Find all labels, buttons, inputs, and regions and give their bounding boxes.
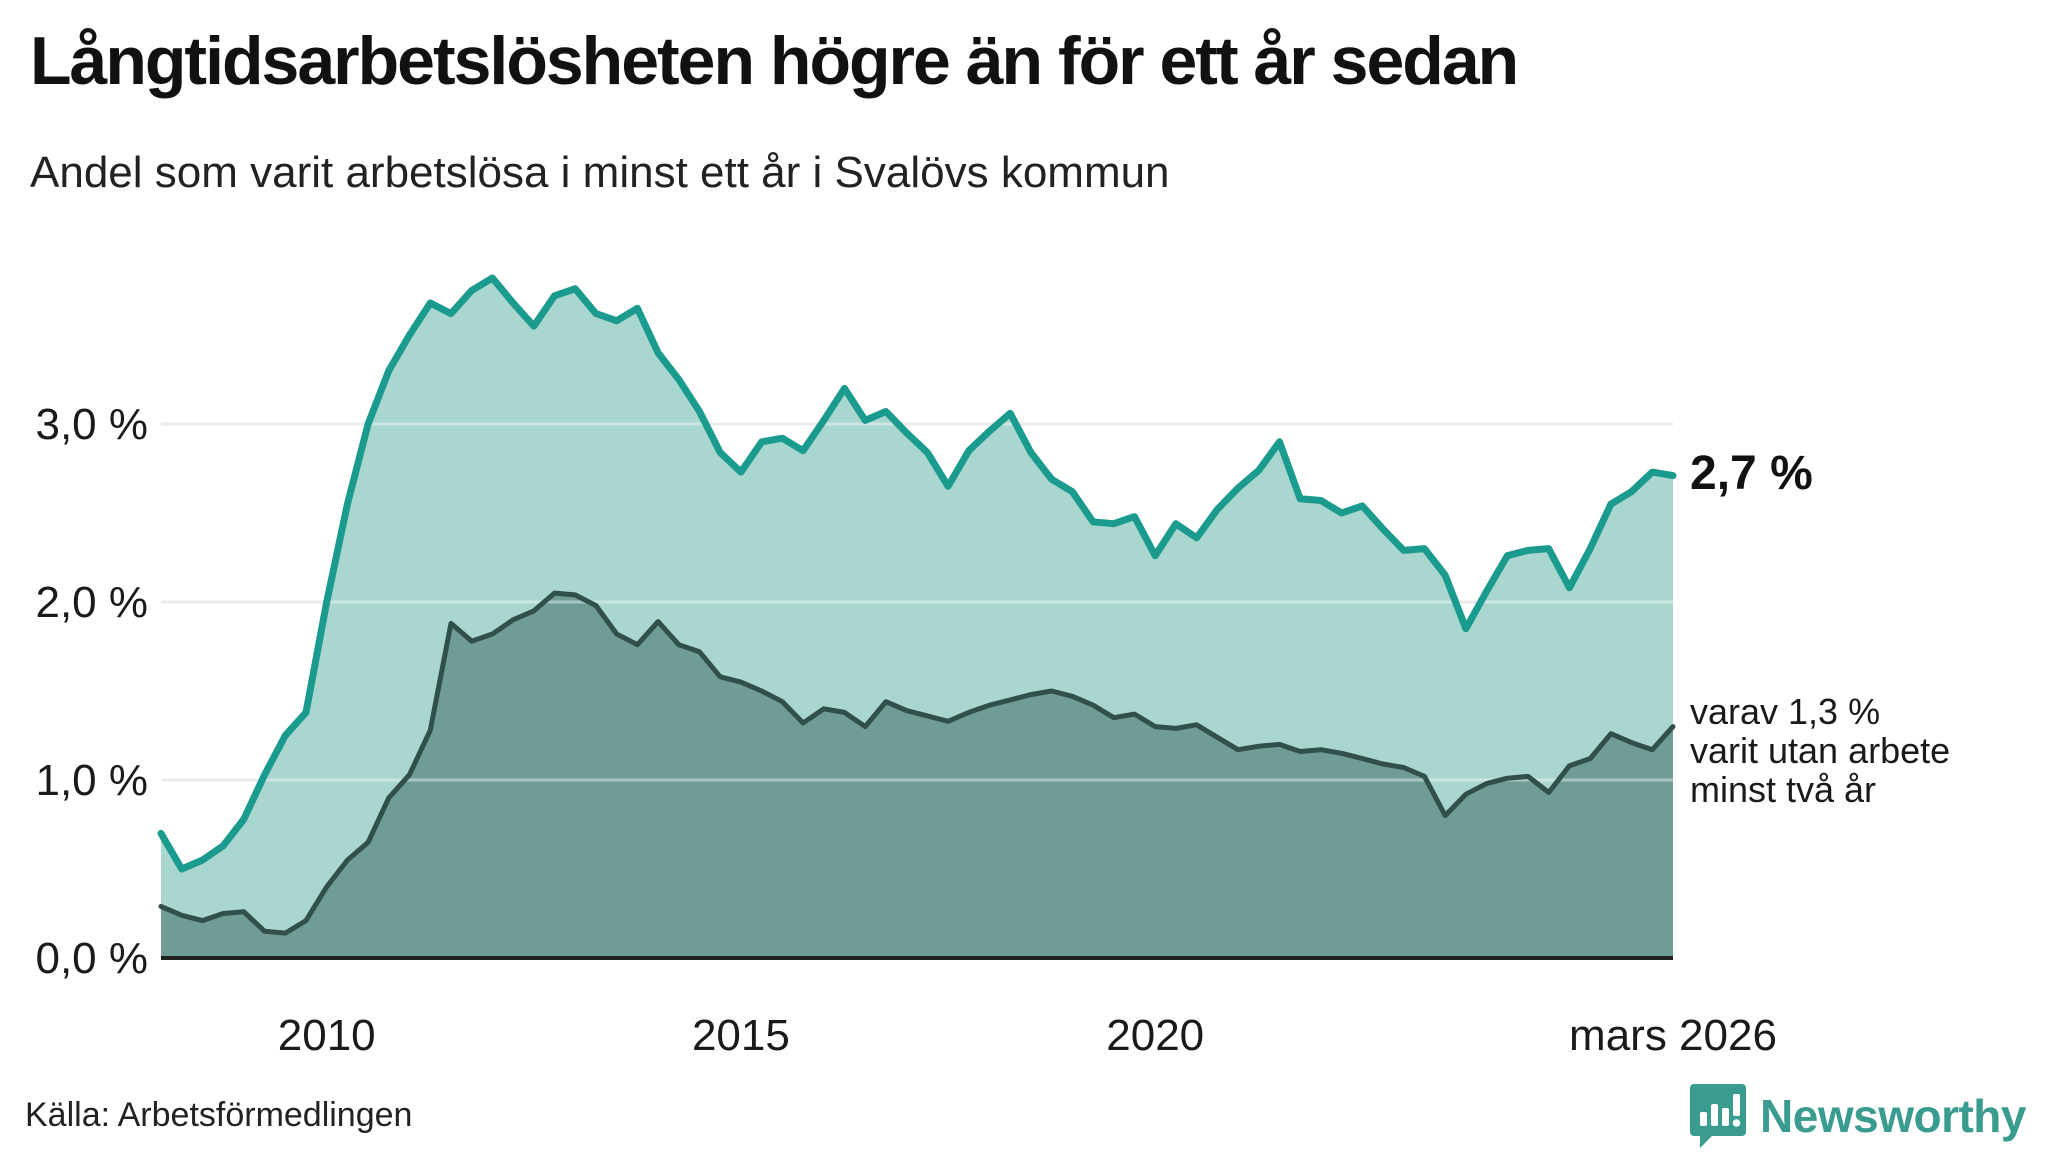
newsworthy-logo: Newsworthy: [1690, 1084, 2026, 1148]
x-tick-label: 2020: [1106, 1011, 1204, 1060]
subset-area-fill: [161, 593, 1673, 958]
latest-total-label: 2,7 %: [1690, 447, 1813, 500]
page-title: Långtidsarbetslösheten högre än för ett …: [30, 23, 1519, 99]
y-tick-label: 2,0 %: [35, 578, 148, 627]
source-caption: Källa: Arbetsförmedlingen: [25, 1096, 413, 1134]
x-tick-label: 2010: [278, 1011, 376, 1060]
y-tick-label: 3,0 %: [35, 400, 148, 449]
subset-line: [158, 590, 1676, 936]
total-line: [157, 274, 1677, 873]
newsworthy-chart-bubble-icon: [1690, 1084, 1747, 1148]
page-subtitle: Andel som varit arbetslösa i minst ett å…: [30, 148, 1170, 197]
y-tick-label: 0,0 %: [35, 934, 148, 983]
x-tick-label: mars 2026: [1569, 1011, 1777, 1060]
newsworthy-logo-text: Newsworthy: [1760, 1090, 2026, 1142]
latest-subset-label: varav 1,3 % varit utan arbete minst två …: [1690, 691, 1951, 810]
y-tick-label: 1,0 %: [35, 756, 148, 805]
x-tick-label: 2015: [692, 1011, 790, 1060]
